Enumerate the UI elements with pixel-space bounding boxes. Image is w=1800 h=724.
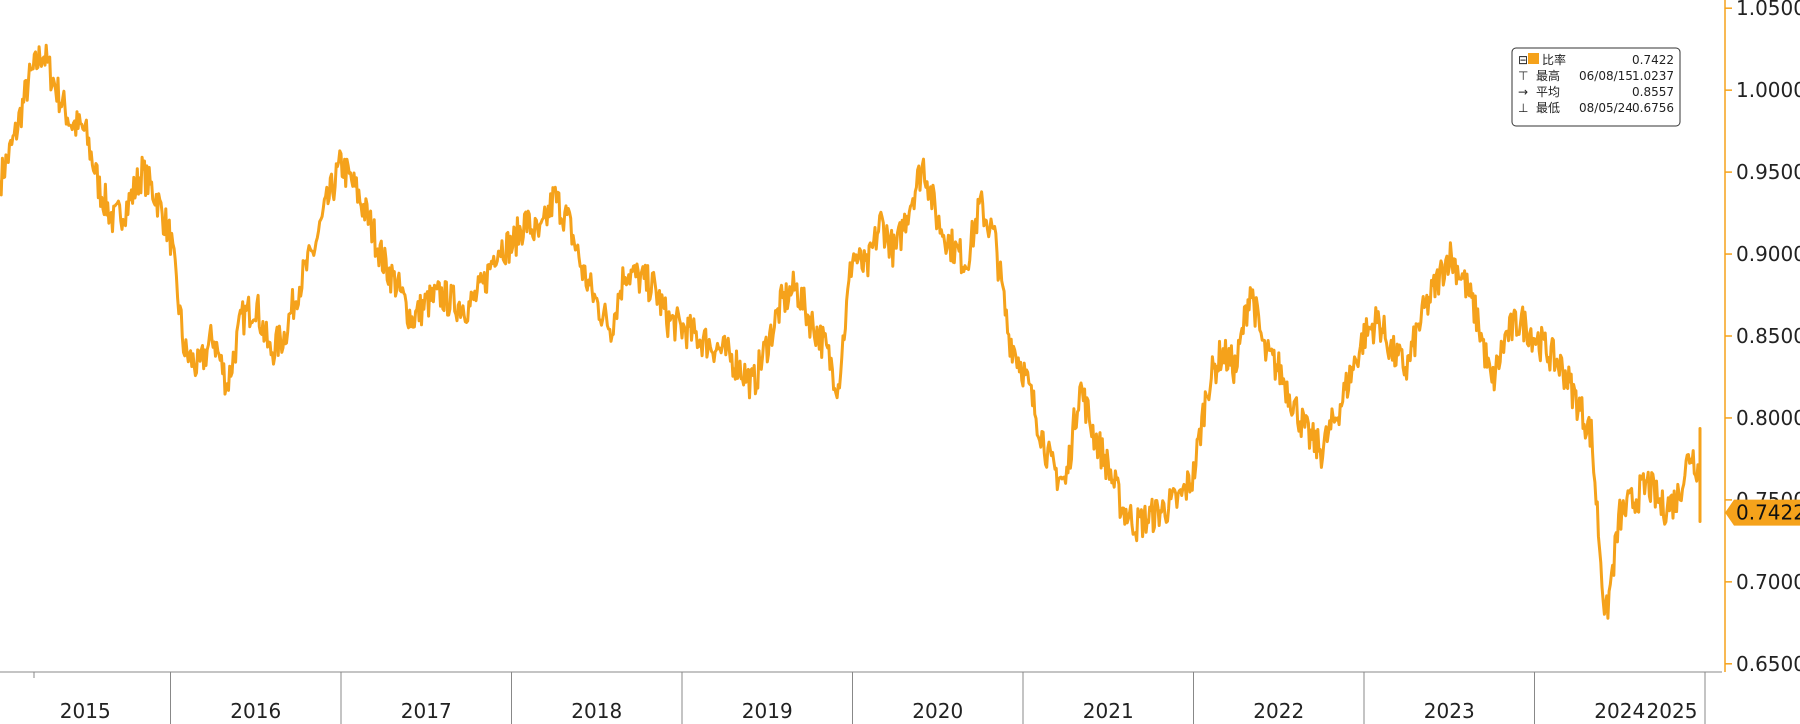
y-tick-label: 0.8000 [1736,406,1800,430]
y-tick-label: 0.8500 [1736,324,1800,348]
y-tick-label: 0.9500 [1736,160,1800,184]
x-tick-label: 2018 [571,699,622,723]
x-tick-label: 2024 [1594,699,1645,723]
current-value-marker: 0.7422 [1725,499,1800,526]
x-tick-label: 2015 [60,699,111,723]
legend-row-date: 06/08/15 [1579,69,1633,83]
y-tick-label: 0.6500 [1736,652,1800,676]
x-tick-label: 2025 [1647,699,1698,723]
legend-row-marker: ⊤ [1518,69,1528,83]
x-tick-label: 2023 [1424,699,1475,723]
y-tick-label: 0.7000 [1736,570,1800,594]
x-axis: 2015 2016 2017 2018 2019 2020 2021 2022 2023 2024… [0,671,1722,724]
legend-row-label: 最低 [1536,101,1560,115]
legend: ⊟ 比率 0.7422 ⊤ 最高 06/08/15 1.0237 → 平均 0.8557 ⊥ 最低 08… [1511,47,1681,127]
y-tick-label: 1.0000 [1736,78,1800,102]
legend-row-marker: → [1518,85,1528,99]
legend-row-marker: ⊥ [1518,101,1528,115]
x-tick-label: 2022 [1253,699,1304,723]
legend-row-label: 平均 [1536,85,1560,99]
legend-row-marker: ⊟ [1518,53,1528,67]
x-tick-label: 2020 [912,699,963,723]
legend-row-date: 08/05/24 [1579,101,1633,115]
x-tick-label: 2021 [1083,699,1134,723]
legend-row-value: 0.6756 [1632,101,1674,115]
legend-row-value: 1.0237 [1632,69,1674,83]
legend-swatch [1528,53,1539,64]
legend-row-value: 0.8557 [1632,85,1674,99]
y-tick-label: 0.9000 [1736,242,1800,266]
y-axis: 1.05001.00000.95000.90000.85000.80000.75… [1724,0,1800,676]
legend-row-label: 最高 [1536,68,1560,83]
x-tick-label: 2019 [742,699,793,723]
current-value-label: 0.7422 [1736,501,1800,525]
legend-row-value: 0.7422 [1632,53,1674,67]
x-tick-label: 2016 [230,699,281,723]
plot-area [0,43,1702,620]
x-tick-label: 2017 [401,699,452,723]
legend-row-label: 比率 [1542,52,1566,67]
series-line [0,43,1702,620]
legend-box [1511,47,1681,127]
current-value-tag [1725,499,1800,526]
y-tick-label: 1.0500 [1736,0,1800,20]
